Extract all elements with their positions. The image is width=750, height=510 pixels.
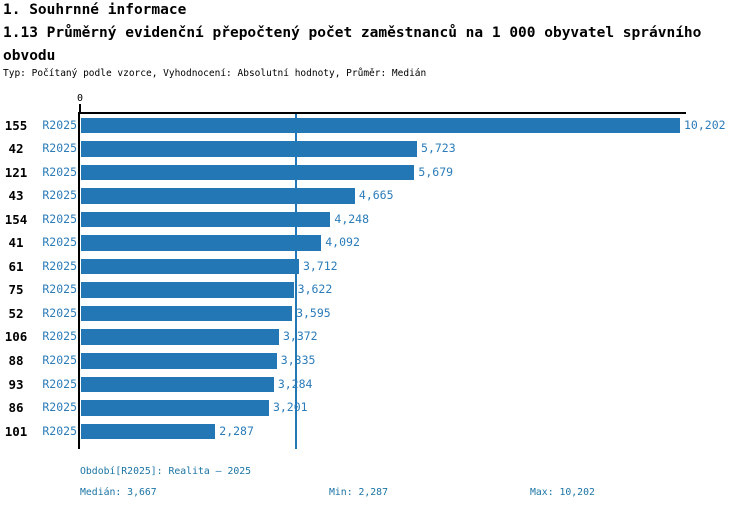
period-label: R2025	[42, 258, 77, 273]
bar[interactable]	[81, 117, 680, 133]
x-axis-line	[79, 112, 686, 114]
period-label: R2025	[42, 141, 77, 156]
period-label: R2025	[42, 164, 77, 179]
period-caption: Období[R2025]: Realita – 2025	[80, 466, 252, 477]
category-label: 52	[8, 305, 24, 321]
bar[interactable]	[81, 423, 216, 440]
category-label: 43	[8, 188, 24, 204]
bar-value-label: 3,712	[302, 258, 338, 273]
bar-row: 61 R2025 3,712	[0, 255, 750, 279]
category-label: 93	[8, 376, 24, 392]
category-label: 154	[4, 211, 28, 227]
bar-value-label: 10,202	[684, 117, 726, 132]
category-label: 75	[8, 282, 24, 298]
bar[interactable]	[81, 164, 415, 181]
bar[interactable]	[81, 329, 279, 345]
period-label: R2025	[42, 400, 77, 415]
bar[interactable]	[81, 141, 418, 157]
category-label: 88	[8, 353, 24, 368]
bar[interactable]	[81, 400, 269, 416]
section-title: 1. Souhrnné informace	[3, 2, 187, 18]
bar[interactable]	[81, 235, 322, 251]
bar-value-label: 4,248	[334, 211, 370, 226]
period-label: R2025	[42, 376, 77, 391]
median-line	[295, 114, 298, 449]
bar[interactable]	[81, 353, 277, 369]
bar-rows: 155 R2025 10,202 42 R2025 5,723 121 R202…	[0, 114, 750, 450]
period-label: R2025	[42, 353, 77, 367]
median-stat: Medián: 3,667	[80, 487, 157, 498]
period-label: R2025	[42, 117, 77, 132]
period-label: R2025	[42, 282, 77, 297]
period-label: R2025	[42, 211, 77, 226]
category-label: 101	[4, 423, 28, 439]
bar-row: 154 R2025 4,248	[0, 208, 750, 232]
bar[interactable]	[81, 258, 299, 275]
bar-row: 101 R2025 2,287	[0, 420, 750, 444]
category-label: 121	[4, 164, 28, 180]
bar-row: 42 R2025 5,723	[0, 137, 750, 161]
bar-row: 75 R2025 3,622	[0, 278, 750, 302]
min-stat: Min: 2,287	[329, 487, 388, 498]
bar-value-label: 4,665	[358, 188, 394, 203]
category-label: 41	[8, 235, 24, 251]
category-label: 155	[4, 117, 28, 133]
bar-value-label: 3,335	[280, 353, 316, 367]
bar-value-label: 3,622	[297, 282, 333, 297]
category-label: 42	[8, 141, 24, 157]
bar-row: 155 R2025 10,202	[0, 114, 750, 138]
report-meta-line: Typ: Počítaný podle vzorce, Vyhodnocení:…	[3, 68, 427, 79]
y-axis-line	[78, 112, 80, 449]
bar[interactable]	[81, 188, 355, 204]
period-label: R2025	[42, 235, 77, 250]
bar-row: 121 R2025 5,679	[0, 161, 750, 185]
bar-value-label: 4,092	[325, 235, 360, 250]
period-label: R2025	[42, 329, 77, 344]
bar-row: 52 R2025 3,595	[0, 302, 750, 326]
bar-row: 41 R2025 4,092	[0, 231, 750, 255]
period-label: R2025	[42, 305, 77, 320]
bar-value-label: 3,595	[296, 305, 331, 320]
category-label: 61	[8, 258, 24, 274]
bar[interactable]	[81, 211, 331, 228]
x-axis-zero-label: 0	[76, 93, 84, 104]
period-label: R2025	[42, 423, 77, 438]
period-label: R2025	[42, 188, 77, 203]
indicator-title: 1.13 Průměrný evidenční přepočtený počet…	[3, 25, 702, 64]
bar-row: 93 R2025 3,284	[0, 373, 750, 397]
bar[interactable]	[81, 376, 274, 393]
bar[interactable]	[81, 305, 293, 322]
bar-row: 43 R2025 4,665	[0, 184, 750, 208]
bar-row: 106 R2025 3,372	[0, 325, 750, 349]
category-label: 106	[4, 329, 28, 345]
bar-value-label: 3,372	[282, 329, 318, 344]
category-label: 86	[8, 400, 24, 416]
bar-value-label: 5,723	[421, 141, 456, 156]
max-stat: Max: 10,202	[530, 487, 595, 498]
bar-row: 86 R2025 3,201	[0, 396, 750, 420]
bar-row: 88 R2025 3,335	[0, 349, 750, 373]
summary-stats: Medián: 3,667 Min: 2,287 Max: 10,202	[0, 487, 750, 501]
bar-value-label: 3,201	[272, 400, 308, 415]
bar[interactable]	[81, 282, 294, 298]
bar-value-label: 3,284	[277, 376, 313, 391]
bar-value-label: 5,679	[418, 164, 454, 179]
bar-value-label: 2,287	[219, 423, 254, 438]
bar-chart: 0 155 R2025 10,202 42 R2025 5,723 121 R2…	[0, 90, 750, 455]
x-axis-zero-tick	[79, 104, 81, 112]
